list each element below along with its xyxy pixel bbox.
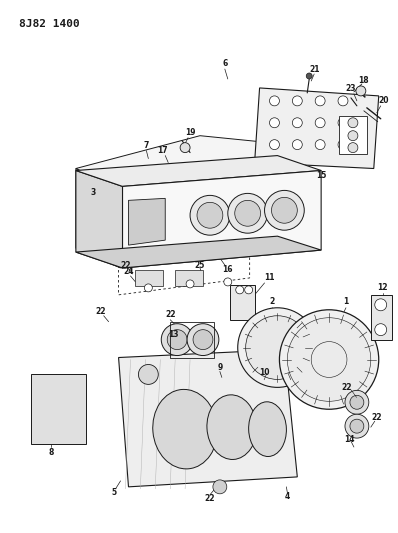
Circle shape <box>375 324 387 336</box>
Text: 15: 15 <box>316 171 326 180</box>
Text: 23: 23 <box>346 84 356 93</box>
Text: 13: 13 <box>168 330 178 339</box>
Bar <box>135 270 163 286</box>
Polygon shape <box>123 171 321 268</box>
Circle shape <box>356 86 366 96</box>
Circle shape <box>213 480 227 494</box>
Text: 1: 1 <box>343 297 349 306</box>
Text: 5: 5 <box>111 488 116 497</box>
Circle shape <box>348 131 358 141</box>
Circle shape <box>338 118 348 128</box>
Circle shape <box>235 200 261 226</box>
Circle shape <box>271 197 297 223</box>
Circle shape <box>269 140 279 150</box>
Circle shape <box>167 330 187 350</box>
Text: 21: 21 <box>309 64 320 74</box>
Ellipse shape <box>207 395 257 459</box>
Text: 8: 8 <box>48 448 54 457</box>
Bar <box>175 270 203 286</box>
Polygon shape <box>76 136 329 188</box>
Text: 12: 12 <box>377 284 388 293</box>
Circle shape <box>338 140 348 150</box>
Polygon shape <box>76 168 121 268</box>
Circle shape <box>224 278 232 286</box>
Circle shape <box>144 284 152 292</box>
Text: 14: 14 <box>344 434 354 443</box>
Circle shape <box>193 330 213 350</box>
Circle shape <box>315 118 325 128</box>
Circle shape <box>287 318 371 401</box>
Text: 22: 22 <box>205 494 215 503</box>
Circle shape <box>238 308 317 387</box>
Circle shape <box>236 286 244 294</box>
Polygon shape <box>76 156 321 187</box>
Text: 6: 6 <box>222 59 227 68</box>
Circle shape <box>245 286 253 294</box>
Text: 22: 22 <box>342 383 352 392</box>
Text: 16: 16 <box>222 265 233 274</box>
Text: 2: 2 <box>270 297 275 306</box>
Polygon shape <box>129 198 165 245</box>
Circle shape <box>315 96 325 106</box>
Text: 20: 20 <box>378 96 389 106</box>
Text: 17: 17 <box>157 146 168 155</box>
Circle shape <box>306 73 312 79</box>
Text: 18: 18 <box>359 76 369 85</box>
Text: 19: 19 <box>185 128 195 137</box>
Polygon shape <box>119 350 297 487</box>
Text: 8J82 1400: 8J82 1400 <box>19 19 80 29</box>
Text: 9: 9 <box>217 363 222 372</box>
Circle shape <box>348 143 358 152</box>
Bar <box>339 116 367 154</box>
Polygon shape <box>76 236 321 268</box>
Text: 3: 3 <box>90 188 96 197</box>
Circle shape <box>348 118 358 128</box>
Circle shape <box>187 324 219 356</box>
Circle shape <box>269 118 279 128</box>
Circle shape <box>315 140 325 150</box>
Polygon shape <box>255 88 379 168</box>
Circle shape <box>279 310 379 409</box>
Text: 25: 25 <box>195 261 205 270</box>
Circle shape <box>265 190 304 230</box>
Text: 24: 24 <box>123 268 134 277</box>
Circle shape <box>293 96 302 106</box>
Circle shape <box>375 299 387 311</box>
Circle shape <box>350 419 364 433</box>
Text: 10: 10 <box>259 368 270 377</box>
Circle shape <box>190 196 230 235</box>
Circle shape <box>338 96 348 106</box>
Circle shape <box>246 316 309 379</box>
Circle shape <box>139 365 158 384</box>
Circle shape <box>293 140 302 150</box>
Text: 22: 22 <box>371 413 382 422</box>
Circle shape <box>197 203 223 228</box>
Bar <box>31 375 86 444</box>
Circle shape <box>161 324 193 356</box>
Polygon shape <box>76 171 123 268</box>
Text: 22: 22 <box>96 307 106 316</box>
Circle shape <box>269 96 279 106</box>
Circle shape <box>350 395 364 409</box>
Bar <box>170 322 214 358</box>
Text: 11: 11 <box>264 273 275 282</box>
Text: 22: 22 <box>165 310 176 319</box>
Text: 7: 7 <box>144 141 149 150</box>
Text: 4: 4 <box>285 492 290 502</box>
Circle shape <box>228 193 267 233</box>
Ellipse shape <box>153 390 217 469</box>
Polygon shape <box>230 285 255 320</box>
Polygon shape <box>371 295 392 340</box>
Circle shape <box>180 143 190 152</box>
Circle shape <box>345 390 369 414</box>
Text: 22: 22 <box>120 261 131 270</box>
Circle shape <box>186 280 194 288</box>
Circle shape <box>293 118 302 128</box>
Ellipse shape <box>249 402 287 456</box>
Circle shape <box>345 414 369 438</box>
